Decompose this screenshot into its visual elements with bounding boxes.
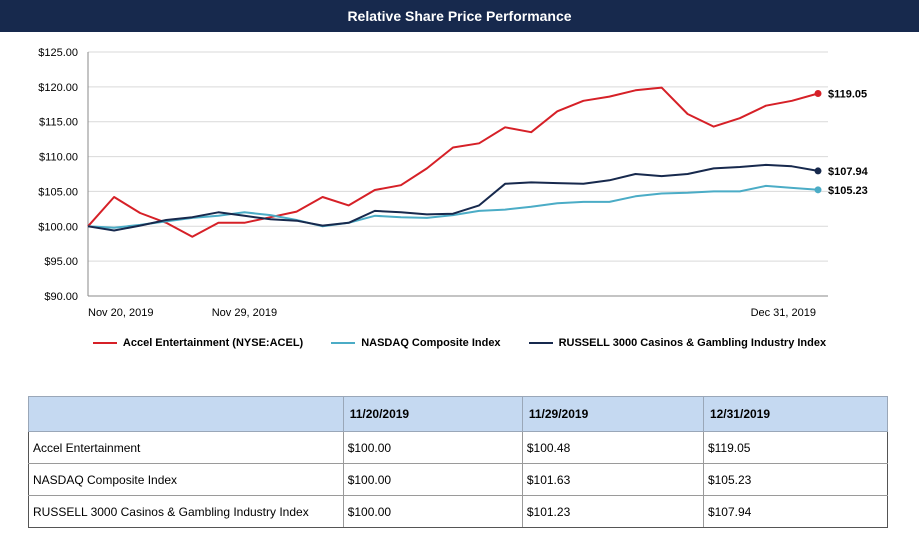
- y-tick-label: $115.00: [39, 117, 78, 129]
- table-cell-value: $100.00: [342, 431, 523, 464]
- series-line-2: [87, 163, 819, 232]
- y-tick-label: $120.00: [38, 82, 78, 94]
- x-tick-label: Nov 29, 2019: [212, 307, 277, 319]
- legend-swatch-russell: [528, 342, 553, 344]
- legend-item-nasdaq: NASDAQ Composite Index: [331, 334, 501, 352]
- y-tick-label: $110.00: [39, 152, 78, 164]
- line-chart: $90.00 $95.00 $100.00 $105.00 $110.00 $115.00…: [38, 47, 869, 319]
- table-cell-value: $100.00: [342, 495, 523, 528]
- legend-item-accel: Accel Entertainment (NYSE:ACEL): [92, 334, 304, 352]
- table-header-cell: [28, 396, 344, 432]
- series-end-point-1: [814, 186, 822, 194]
- legend-swatch-accel: [92, 342, 117, 344]
- table-cell-value: $107.94: [702, 495, 888, 528]
- legend-label-russell: RUSSELL 3000 Casinos & Gambling Industry…: [558, 337, 827, 349]
- table-row: Accel Entertainment $100.00 $100.48 $119…: [28, 431, 888, 464]
- series-end-label-2: $107.94: [828, 166, 869, 178]
- table-header-row: 11/20/2019 11/29/2019 12/31/2019: [28, 396, 889, 432]
- y-tick-label: $90.00: [44, 291, 78, 303]
- y-tick-label: $95.00: [44, 256, 78, 268]
- table-row: NASDAQ Composite Index $100.00 $101.63 $…: [28, 463, 888, 496]
- table-cell-value: $119.05: [702, 431, 888, 464]
- series-end-point-2: [814, 167, 822, 175]
- legend-item-russell: RUSSELL 3000 Casinos & Gambling Industry…: [528, 334, 827, 352]
- table-cell-value: $100.00: [342, 463, 523, 496]
- x-tick-label: Nov 20, 2019: [88, 307, 153, 319]
- legend-label-accel: Accel Entertainment (NYSE:ACEL): [122, 337, 304, 349]
- table-cell-name: RUSSELL 3000 Casinos & Gambling Industry…: [28, 495, 344, 528]
- series-end-label-0: $119.05: [828, 88, 867, 100]
- performance-table: 11/20/2019 11/29/2019 12/31/2019 Accel E…: [28, 396, 889, 528]
- table-header-cell: 12/31/2019: [702, 396, 889, 432]
- y-tick-label: $125.00: [38, 47, 78, 59]
- table-cell-value: $105.23: [702, 463, 888, 496]
- table-row: RUSSELL 3000 Casinos & Gambling Industry…: [28, 495, 888, 528]
- table-cell-name: Accel Entertainment: [28, 431, 344, 464]
- chart-title: Relative Share Price Performance: [0, 0, 919, 32]
- y-tick-label: $100.00: [38, 221, 78, 233]
- y-tick-label: $105.00: [38, 186, 78, 198]
- table-cell-name: NASDAQ Composite Index: [28, 463, 344, 496]
- table-header-cell: 11/29/2019: [521, 396, 704, 432]
- table-cell-value: $101.23: [521, 495, 704, 528]
- chart-area: $90.00 $95.00 $100.00 $105.00 $110.00 $115.00…: [0, 32, 919, 362]
- legend-swatch-nasdaq: [331, 342, 356, 344]
- series-end-label-1: $105.23: [828, 185, 868, 197]
- series-line-0: [87, 86, 819, 238]
- chart-legend: Accel Entertainment (NYSE:ACEL) NASDAQ C…: [0, 334, 919, 352]
- legend-label-nasdaq: NASDAQ Composite Index: [361, 337, 501, 349]
- table-header-cell: 11/20/2019: [342, 396, 523, 432]
- table-cell-value: $101.63: [521, 463, 704, 496]
- x-tick-label: Dec 31, 2019: [751, 307, 816, 319]
- series-line-1: [87, 184, 819, 229]
- series-end-point-0: [814, 89, 822, 97]
- table-cell-value: $100.48: [521, 431, 704, 464]
